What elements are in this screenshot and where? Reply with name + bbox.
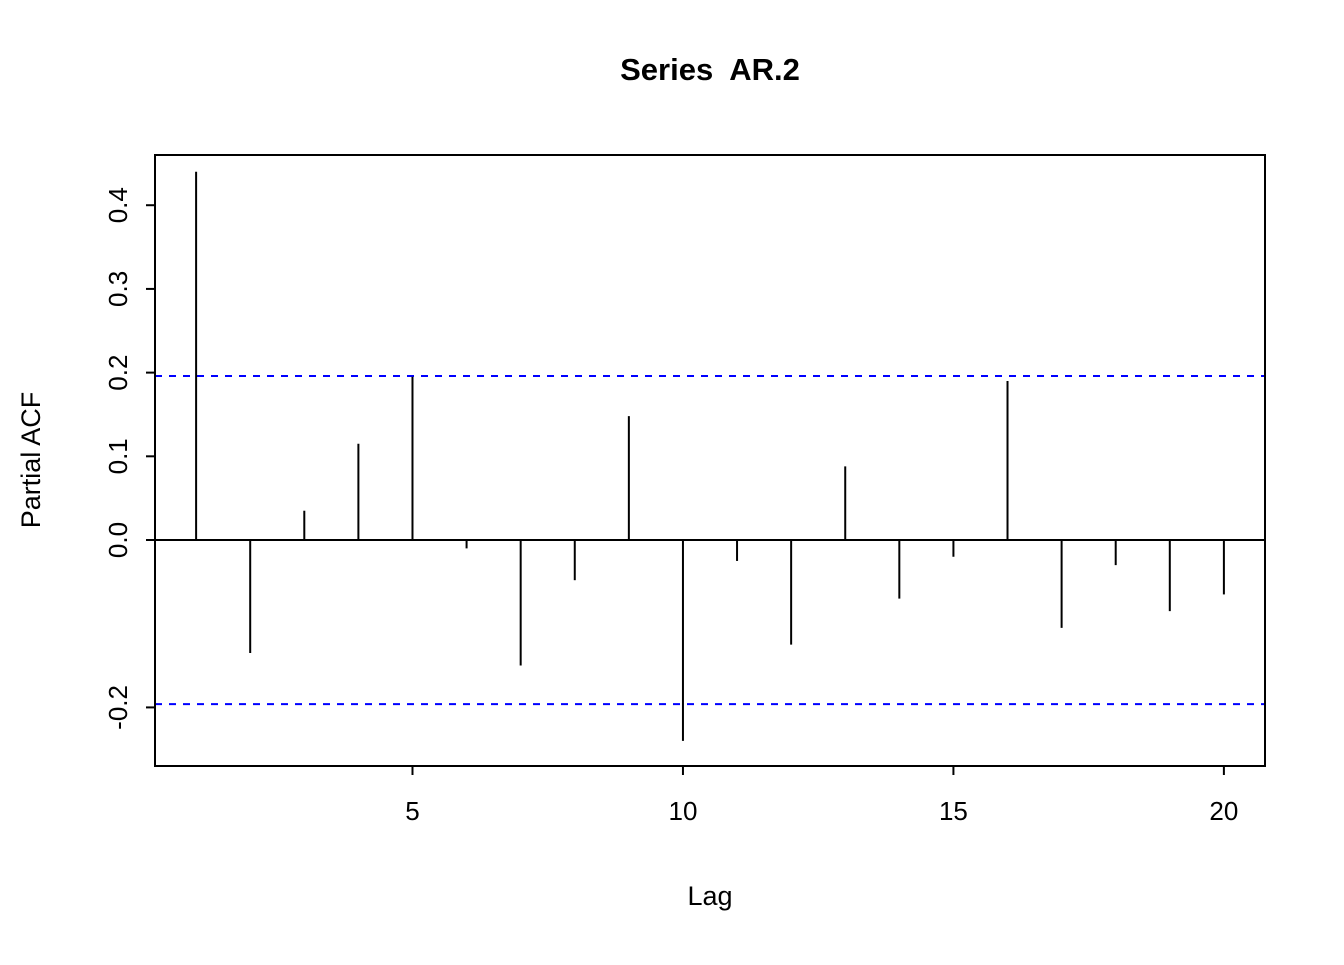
x-axis-tick-label: 10: [668, 796, 697, 826]
y-axis-label: Partial ACF: [16, 392, 46, 529]
y-axis-tick-label: 0.0: [103, 522, 133, 558]
y-axis-tick-label: -0.2: [103, 685, 133, 730]
plot-area: 5 10 15 20 -0.2 0.0 0.1 0.2 0.3 0.4: [103, 154, 1266, 826]
y-axis-tick-label: 0.3: [103, 271, 133, 307]
x-axis-label: Lag: [687, 881, 732, 911]
y-axis-tick-label: 0.4: [103, 187, 133, 223]
x-axis-tick-label: 20: [1209, 796, 1238, 826]
x-axis-tick-label: 5: [405, 796, 419, 826]
y-axis-tick-label: 0.2: [103, 355, 133, 391]
x-axis-tick-label: 15: [939, 796, 968, 826]
chart-title: Series AR.2: [620, 52, 800, 87]
y-axis-tick-label: 0.1: [103, 438, 133, 474]
plot-box: [154, 154, 1266, 767]
